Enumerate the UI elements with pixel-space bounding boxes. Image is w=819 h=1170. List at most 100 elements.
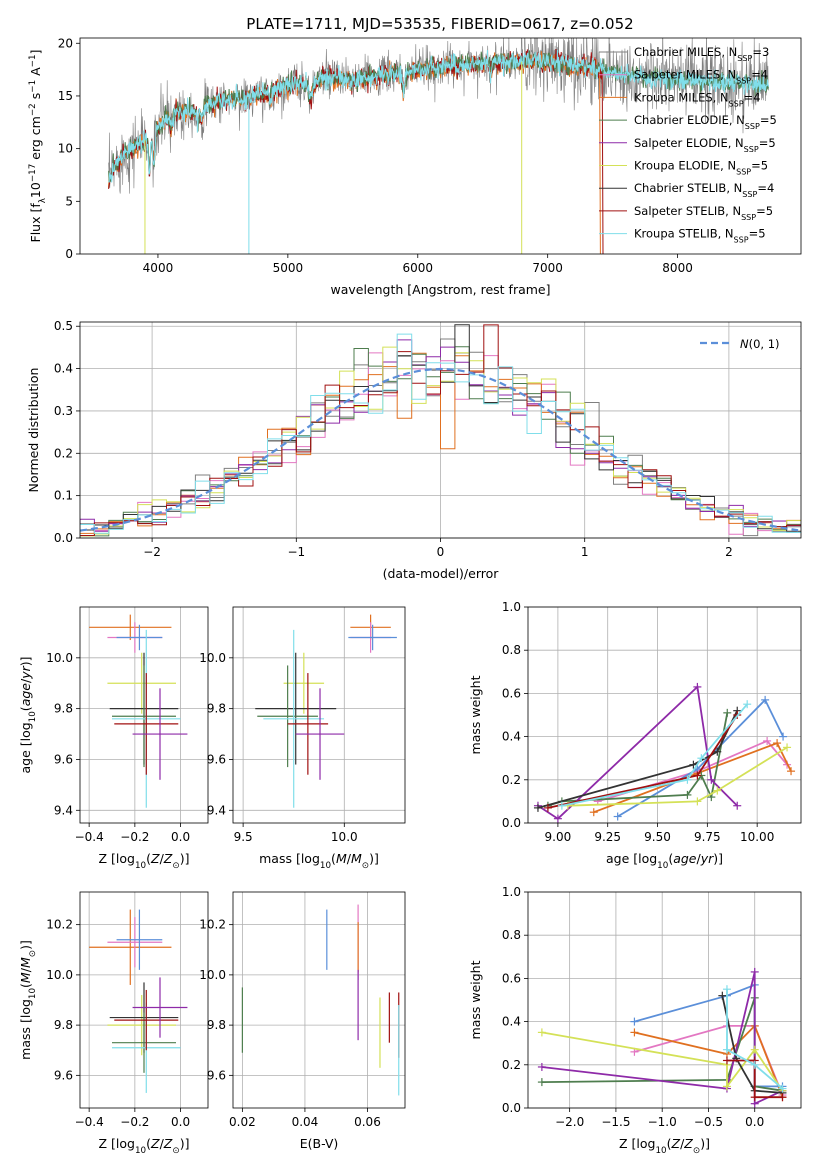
- y-tick-label: 0.8: [502, 928, 521, 942]
- panel-spectrum: 4000 5000 6000 7000 8000 0 5 10 15 20 Chabrier MIL…: [28, 36, 802, 297]
- x-tick-label: 0.0: [745, 1115, 764, 1129]
- x-tick-label: −0.5: [694, 1115, 723, 1129]
- y-tick-label: 9.4: [207, 803, 226, 817]
- legend-label: Salpeter ELODIE, NSSP=5: [634, 136, 776, 154]
- x-axis-label: Z [log10(Z/Z⊙)]: [99, 851, 190, 871]
- axes-frame: [79, 37, 802, 255]
- x-tick-label: 0.06: [354, 1115, 381, 1129]
- x-axis-label: Z [log10(Z/Z⊙)]: [619, 1136, 710, 1156]
- axes-frame: [79, 321, 802, 539]
- weight-line: [721, 995, 783, 1094]
- x-tick-label: 0: [437, 545, 445, 559]
- axes-frame: [527, 891, 802, 1109]
- x-axis-label: (data-model)/error: [383, 566, 500, 581]
- legend-label: Kroupa STELIB, NSSP=5: [634, 227, 766, 245]
- x-tick-label: 0.04: [292, 1115, 319, 1129]
- panel-weight_vs_age: 9.00 9.25 9.50 9.75 10.00 0.0 0.2 0.4 0.6 0.8 1.0 a…: [468, 600, 802, 871]
- y-tick-label: 1.0: [502, 885, 521, 899]
- grid-mass_vs_Z: [80, 892, 208, 1108]
- x-tick-label: 9.75: [694, 830, 721, 844]
- y-tick-label: 10.0: [199, 651, 226, 665]
- y-tick-label: 10.0: [46, 651, 73, 665]
- y-tick-label: 0.8: [502, 643, 521, 657]
- x-tick-label: 5000: [273, 261, 304, 275]
- x-tick-label: 9.25: [594, 830, 621, 844]
- legend-label: N(0, 1): [740, 337, 780, 351]
- y-tick-label: 10.0: [46, 968, 73, 982]
- y-tick-label: 9.6: [54, 752, 73, 766]
- y-axis-label: Normed distribution: [26, 368, 41, 493]
- x-tick-label: −1: [287, 545, 305, 559]
- grid-mass_vs_ebv: [233, 892, 405, 1108]
- legend-label: Salpeter STELIB, NSSP=5: [634, 204, 773, 222]
- grid-weight_vs_age: [528, 606, 801, 824]
- figure-title: PLATE=1711, MJD=53535, FIBERID=0617, z=0…: [246, 15, 633, 33]
- x-axis-label: Z [log10(Z/Z⊙)]: [99, 1136, 190, 1156]
- x-tick-label: 6000: [402, 261, 433, 275]
- spectrum-model-line: [108, 49, 769, 183]
- panel-age_vs_mass: 9.5 10.0 9.4 9.6 9.8 10.0 mass [log10(M/M⊙)]: [199, 606, 406, 871]
- y-axis-label: mass weight: [468, 960, 483, 1039]
- x-tick-label: 9.00: [545, 830, 572, 844]
- x-axis-label: wavelength [Angstrom, rest frame]: [330, 282, 550, 297]
- y-tick-label: 0.0: [502, 816, 521, 830]
- y-tick-label: 0.2: [502, 1058, 521, 1072]
- y-tick-label: 0.2: [502, 773, 521, 787]
- x-tick-label: 1: [581, 545, 589, 559]
- grid-age_vs_mass: [233, 607, 405, 823]
- x-axis-label: mass [log10(M/M⊙)]: [259, 851, 379, 871]
- panel-mass_vs_ebv: 0.02 0.04 0.06 9.6 9.8 10.0 10.2 E(B-V): [199, 891, 406, 1151]
- axes-frame: [79, 606, 209, 824]
- legend-label: Salpeter MILES, NSSP=4: [634, 68, 768, 86]
- x-tick-label: 2: [725, 545, 733, 559]
- y-tick-label: 0.4: [502, 730, 521, 744]
- y-tick-label: 9.8: [207, 702, 226, 716]
- x-tick-label: 8000: [662, 261, 693, 275]
- spectrum-legend: Chabrier MILES, NSSP=3 Salpeter MILES, NS…: [599, 45, 777, 244]
- y-tick-label: 0.1: [54, 489, 73, 503]
- x-tick-label: 0.02: [229, 1115, 256, 1129]
- y-axis-label: mass [log10(M/M⊙)]: [18, 940, 38, 1060]
- x-tick-label: 0.0: [171, 1115, 190, 1129]
- weight-line: [617, 698, 784, 818]
- y-tick-label: 10.0: [199, 968, 226, 982]
- y-tick-label: 9.6: [207, 1068, 226, 1082]
- x-tick-label: 7000: [532, 261, 563, 275]
- legend-label: Chabrier STELIB, NSSP=4: [634, 181, 774, 199]
- weight-line: [593, 741, 792, 814]
- weight-line: [727, 1059, 783, 1099]
- y-tick-label: 9.6: [207, 752, 226, 766]
- x-tick-label: −0.2: [120, 1115, 149, 1129]
- x-tick-label: 0.0: [171, 830, 190, 844]
- weight-line: [561, 703, 748, 807]
- y-tick-label: 0.2: [54, 446, 73, 460]
- panel-mass_vs_Z: −0.4 −0.2 0.0 9.6 9.8 10.0 10.2 Z [log10(Z/Z⊙)]…: [18, 891, 209, 1156]
- axes-frame: [527, 606, 802, 824]
- y-tick-label: 9.8: [207, 1018, 226, 1032]
- x-tick-label: 10.0: [331, 830, 358, 844]
- axes-frame: [232, 606, 406, 824]
- y-tick-label: 0.6: [502, 686, 521, 700]
- y-axis-label: Flux [fλ10−17 erg cm−2 s−1 A−1]: [28, 50, 48, 243]
- y-axis-label: mass weight: [468, 675, 483, 754]
- y-tick-label: 9.6: [54, 1068, 73, 1082]
- x-tick-label: 10.00: [740, 830, 774, 844]
- x-tick-label: −1.5: [601, 1115, 630, 1129]
- y-tick-label: 0.4: [502, 1015, 521, 1029]
- x-tick-label: −0.4: [75, 830, 104, 844]
- x-tick-label: −0.4: [75, 1115, 104, 1129]
- gaussian-curve: [80, 367, 799, 532]
- weight-line: [567, 746, 788, 807]
- legend-label: Chabrier ELODIE, NSSP=5: [634, 113, 777, 131]
- y-axis-label: age [log10(age/yr)]: [18, 656, 38, 773]
- x-tick-label: −2: [143, 545, 161, 559]
- y-tick-label: 0.0: [54, 531, 73, 545]
- y-tick-label: 5: [65, 194, 73, 208]
- axes-frame: [79, 891, 209, 1109]
- weight-line: [726, 989, 784, 1090]
- y-tick-label: 0.6: [502, 971, 521, 985]
- axes-frame: [232, 891, 406, 1109]
- y-tick-label: 9.8: [54, 702, 73, 716]
- legend-label: Chabrier MILES, NSSP=3: [634, 45, 769, 63]
